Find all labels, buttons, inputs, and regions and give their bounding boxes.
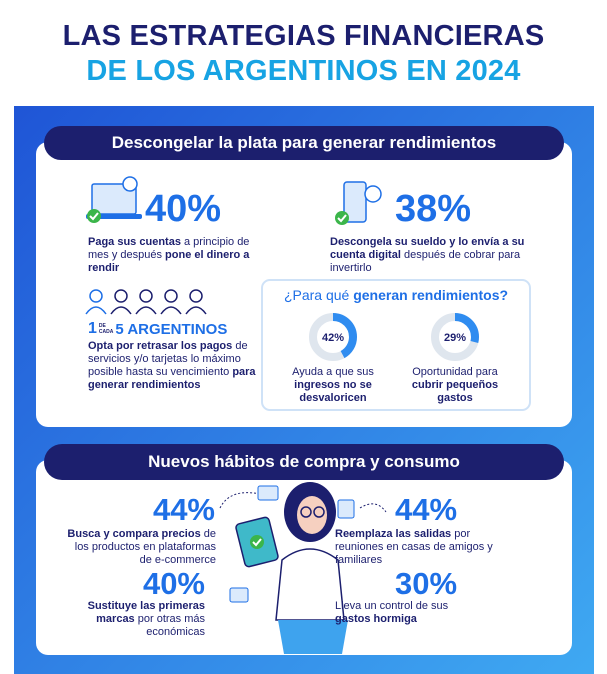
bold-text: ingresos no se desvaloricen: [294, 379, 372, 404]
title-line: DE LOS ARGENTINOS EN 2024: [86, 55, 521, 87]
bold-text: cubrir pequeños gastos: [411, 379, 499, 404]
text: de los productos en plataformas de e-com…: [74, 528, 216, 566]
stat-text: Descongela su sueldo y lo envía a su cue…: [330, 236, 525, 275]
bold-text: Sustituye las primeras marcas: [87, 600, 205, 625]
bold-text: Descongela su sueldo y lo envía a su cue…: [330, 236, 525, 261]
bold-text: Paga sus cuentas: [88, 236, 181, 248]
text: por otras más económicas: [134, 613, 205, 638]
donut-group: 42% 29%: [309, 313, 479, 361]
text: a principio de mes y después: [88, 236, 250, 261]
text: Ayuda a que sus: [292, 366, 374, 378]
laptop-icon: [86, 176, 142, 223]
stat-text: Reemplaza las salidas por reuniones en c…: [335, 528, 500, 567]
question-prefix: ¿Para qué: [283, 287, 354, 303]
stat-value: 44%: [152, 492, 215, 527]
ratio-connector: DE CADA: [99, 323, 113, 335]
bold-text: Reemplaza las salidas: [335, 528, 452, 540]
donut-label: 29%: [444, 332, 466, 344]
bold-text: para generar rendimientos: [88, 366, 256, 391]
ratio-de: DE: [98, 323, 106, 329]
text: de servicios y/o tarjetas lo máximo posi…: [88, 340, 248, 378]
donut-caption: Oportunidad para cubrir pequeños gastos: [400, 366, 510, 405]
section-title: Descongelar la plata para generar rendim…: [111, 133, 497, 152]
text: después de cobrar para invertirlo: [330, 249, 521, 274]
text: Oportunidad para: [412, 366, 498, 378]
stat-value: 38%: [395, 188, 472, 230]
bold-text: gastos hormiga: [335, 613, 417, 625]
ratio-cada: CADA: [98, 329, 114, 335]
section-title: Nuevos hábitos de compra y consumo: [148, 452, 460, 471]
bold-text: pone el dinero a rendir: [88, 249, 250, 274]
donut-caption: Ayuda a que sus ingresos no se desvalori…: [278, 366, 388, 405]
woman-illustration: [219, 482, 387, 654]
stat-value: 40%: [142, 566, 205, 601]
people-icons: [85, 289, 207, 315]
donut-arc: [431, 313, 479, 361]
section-pill: [44, 444, 564, 480]
phone-icon: [335, 181, 382, 225]
bold-text: Opta por retrasar los pagos: [88, 340, 233, 352]
ratio-five: 5 ARGENTINOS: [115, 320, 228, 338]
stat-value: 44%: [395, 492, 458, 527]
ratio-text: Opta por retrasar los pagos de servicios…: [88, 340, 256, 392]
question: ¿Para qué generan rendimientos?: [262, 287, 530, 303]
stat-text: Sustituye las primeras marcas por otras …: [70, 600, 205, 639]
stat-value: 40%: [145, 188, 222, 230]
donut-arc: [309, 313, 357, 361]
text: por reuniones en casas de amigos y famil…: [335, 528, 493, 566]
stat-text: Busca y compara precios de los productos…: [66, 528, 216, 567]
donut-label: 42%: [322, 332, 344, 344]
title-line: LAS ESTRATEGIAS FINANCIERAS: [62, 20, 545, 52]
section-pill: [44, 126, 564, 160]
text: Lleva un control de sus: [335, 600, 449, 612]
stat-text: Paga sus cuentas a principio de mes y de…: [88, 236, 258, 275]
question-box: [261, 279, 531, 411]
stat-text: Lleva un control de sus gastos hormiga: [335, 600, 485, 626]
ratio-one: 1: [88, 320, 97, 337]
ratio: 1 DE CADA 5 ARGENTINOS: [88, 320, 227, 338]
stat-value: 30%: [395, 566, 458, 601]
bold-text: Busca y compara precios: [67, 528, 201, 540]
question-bold: generan rendimientos?: [353, 287, 509, 303]
